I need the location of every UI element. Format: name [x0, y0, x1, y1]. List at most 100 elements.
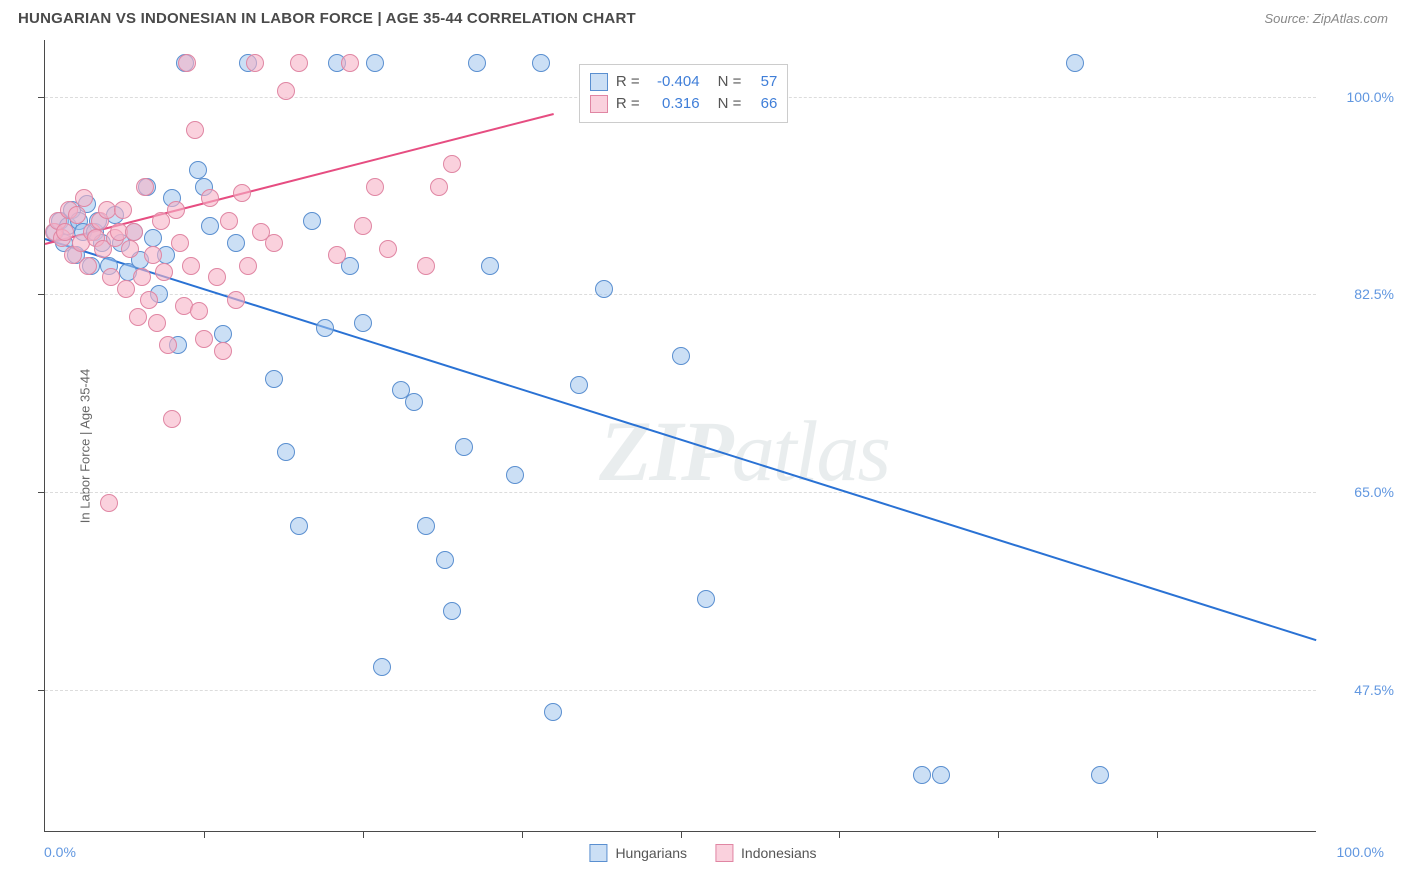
- legend-swatch: [589, 844, 607, 862]
- data-point: [201, 217, 219, 235]
- data-point: [155, 263, 173, 281]
- chart-header: HUNGARIAN VS INDONESIAN IN LABOR FORCE |…: [0, 0, 1406, 33]
- data-point: [171, 234, 189, 252]
- data-point: [443, 155, 461, 173]
- bottom-legend: Hungarians Indonesians: [589, 844, 816, 862]
- data-point: [328, 246, 346, 264]
- data-point: [227, 291, 245, 309]
- data-point: [220, 212, 238, 230]
- data-point: [468, 54, 486, 72]
- legend-swatch: [715, 844, 733, 862]
- y-tick: [38, 690, 45, 691]
- data-point: [178, 54, 196, 72]
- data-point: [1091, 766, 1109, 784]
- watermark-light: atlas: [732, 403, 889, 499]
- n-label: N =: [718, 71, 742, 94]
- data-point: [129, 308, 147, 326]
- x-tick: [839, 831, 840, 838]
- stats-legend: R = -0.404 N = 57 R = 0.316 N = 66: [579, 64, 789, 123]
- data-point: [277, 82, 295, 100]
- data-point: [436, 551, 454, 569]
- data-point: [417, 257, 435, 275]
- data-point: [366, 178, 384, 196]
- y-tick-label: 100.0%: [1347, 89, 1394, 105]
- data-point: [148, 314, 166, 332]
- data-point: [68, 206, 86, 224]
- y-tick-label: 82.5%: [1354, 286, 1394, 302]
- data-point: [405, 393, 423, 411]
- data-point: [214, 342, 232, 360]
- x-tick: [998, 831, 999, 838]
- data-point: [201, 189, 219, 207]
- data-point: [697, 590, 715, 608]
- y-tick: [38, 294, 45, 295]
- n-value: 57: [749, 71, 777, 94]
- data-point: [159, 336, 177, 354]
- n-label: N =: [718, 93, 742, 116]
- data-point: [265, 370, 283, 388]
- y-tick-label: 47.5%: [1354, 682, 1394, 698]
- chart-title: HUNGARIAN VS INDONESIAN IN LABOR FORCE |…: [18, 10, 636, 27]
- data-point: [373, 658, 391, 676]
- data-point: [152, 212, 170, 230]
- data-point: [186, 121, 204, 139]
- x-tick: [363, 831, 364, 838]
- data-point: [506, 466, 524, 484]
- n-value: 66: [749, 93, 777, 116]
- legend-item: Hungarians: [589, 844, 687, 862]
- x-axis-min-label: 0.0%: [44, 844, 76, 860]
- legend-swatch: [590, 95, 608, 113]
- data-point: [239, 257, 257, 275]
- x-axis-max-label: 100.0%: [1337, 844, 1384, 860]
- data-point: [341, 54, 359, 72]
- data-point: [417, 517, 435, 535]
- data-point: [100, 494, 118, 512]
- y-tick-label: 65.0%: [1354, 484, 1394, 500]
- data-point: [208, 268, 226, 286]
- data-point: [125, 223, 143, 241]
- data-point: [189, 161, 207, 179]
- data-point: [443, 602, 461, 620]
- y-tick: [38, 492, 45, 493]
- data-point: [214, 325, 232, 343]
- gridline: [45, 690, 1316, 691]
- y-tick: [38, 97, 45, 98]
- data-point: [290, 54, 308, 72]
- x-tick: [681, 831, 682, 838]
- data-point: [140, 291, 158, 309]
- legend-swatch: [590, 73, 608, 91]
- watermark: ZIPatlas: [599, 401, 889, 501]
- r-value: 0.316: [648, 93, 700, 116]
- stats-legend-row: R = 0.316 N = 66: [590, 93, 778, 116]
- x-tick: [1157, 831, 1158, 838]
- data-point: [379, 240, 397, 258]
- data-point: [144, 229, 162, 247]
- data-point: [144, 246, 162, 264]
- data-point: [354, 314, 372, 332]
- data-point: [595, 280, 613, 298]
- data-point: [182, 257, 200, 275]
- data-point: [133, 268, 151, 286]
- r-label: R =: [616, 71, 640, 94]
- data-point: [163, 410, 181, 428]
- plot-area: ZIPatlas 100.0%82.5%65.0%47.5%R =-0.404N…: [44, 40, 1316, 832]
- legend-item: Indonesians: [715, 844, 817, 862]
- data-point: [430, 178, 448, 196]
- data-point: [303, 212, 321, 230]
- data-point: [455, 438, 473, 456]
- data-point: [114, 201, 132, 219]
- data-point: [167, 201, 185, 219]
- data-point: [265, 234, 283, 252]
- data-point: [277, 443, 295, 461]
- data-point: [481, 257, 499, 275]
- data-point: [121, 240, 139, 258]
- data-point: [136, 178, 154, 196]
- data-point: [1066, 54, 1084, 72]
- r-label: R =: [616, 93, 640, 116]
- data-point: [366, 54, 384, 72]
- data-point: [246, 54, 264, 72]
- watermark-bold: ZIP: [599, 403, 732, 499]
- data-point: [544, 703, 562, 721]
- r-value: -0.404: [648, 71, 700, 94]
- data-point: [290, 517, 308, 535]
